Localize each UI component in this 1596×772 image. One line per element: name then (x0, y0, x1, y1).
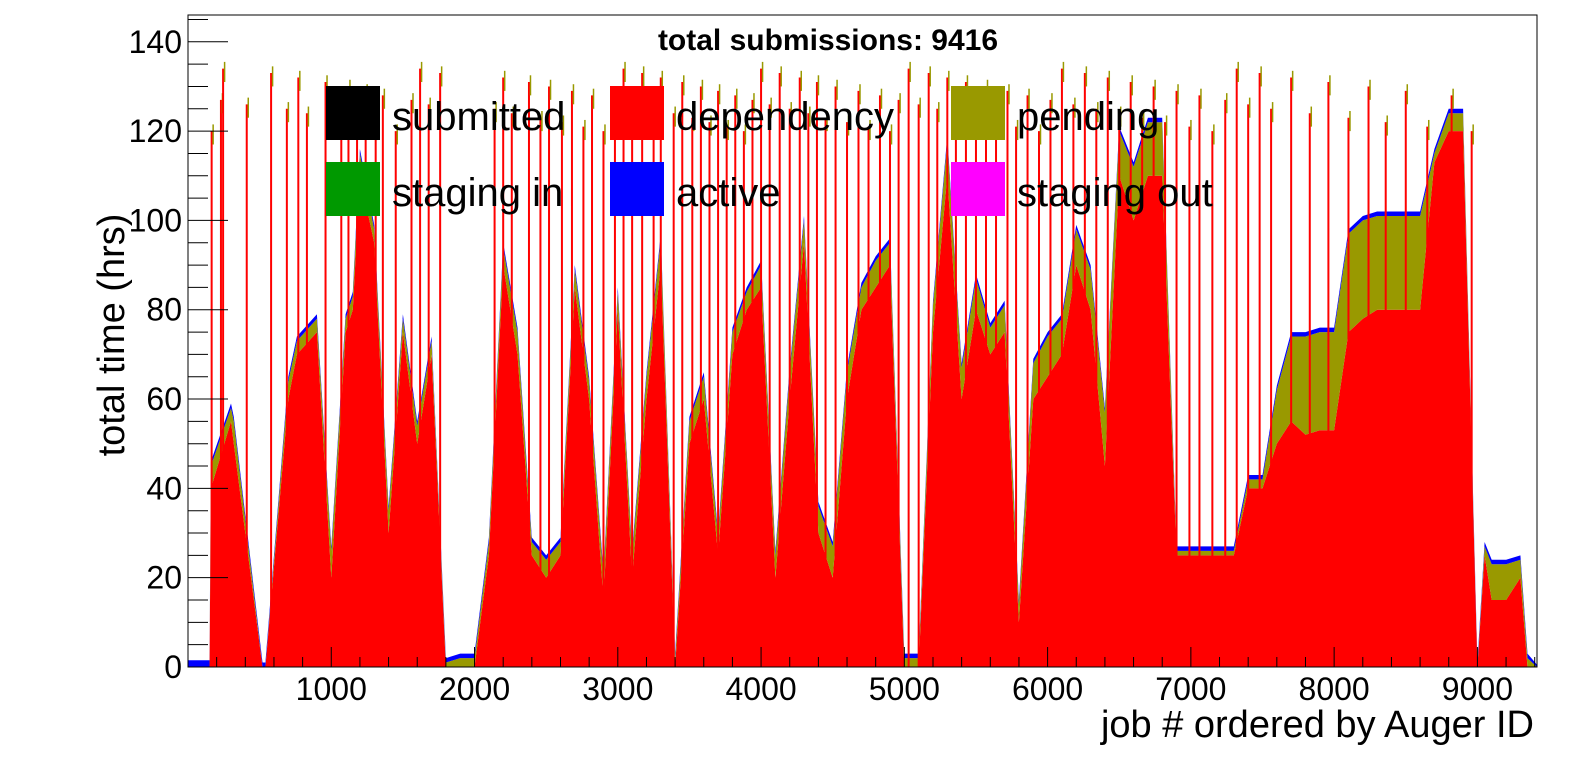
legend-swatch (610, 162, 664, 216)
legend-swatch (951, 162, 1005, 216)
legend-swatch (610, 86, 664, 140)
legend-swatch (326, 86, 380, 140)
x-tick-label: 8000 (1299, 671, 1370, 707)
y-axis-label: total time (hrs) (91, 214, 133, 457)
legend-swatch (951, 86, 1005, 140)
x-tick-label: 3000 (582, 671, 653, 707)
x-tick-label: 7000 (1155, 671, 1226, 707)
y-axis: 0 20 40 60 80 100 120 140 (129, 18, 228, 685)
y-tick-label: 40 (146, 470, 182, 506)
legend-label: dependency (676, 95, 894, 139)
y-tick-label: 60 (146, 381, 182, 417)
area-dependency (188, 131, 1537, 668)
x-tick-label: 9000 (1442, 671, 1513, 707)
plot-frame (187, 14, 1538, 668)
x-tick-label: 5000 (869, 671, 940, 707)
x-tick-label: 1000 (296, 671, 367, 707)
legend: submitted dependency pending staging in acti… (326, 86, 1213, 216)
legend-label: submitted (392, 95, 565, 139)
legend-label: staging out (1017, 171, 1213, 215)
y-tick-label: 20 (146, 560, 182, 596)
x-tick-label: 4000 (725, 671, 796, 707)
x-axis: 1000 2000 3000 4000 5000 6000 7000 8000 9000 (216, 647, 1536, 707)
y-tick-label: 0 (164, 649, 182, 685)
x-tick-label: 6000 (1012, 671, 1083, 707)
chart-title: total submissions: 9416 (658, 24, 998, 57)
legend-label: pending (1017, 95, 1159, 139)
legend-swatch (326, 162, 380, 216)
y-tick-label: 80 (146, 292, 182, 328)
legend-label: active (676, 171, 781, 215)
y-tick-label: 120 (129, 113, 182, 149)
x-tick-label: 2000 (439, 671, 510, 707)
y-tick-label: 140 (129, 24, 182, 60)
y-tick-label: 100 (129, 202, 182, 238)
x-axis-label: job # ordered by Auger ID (1100, 704, 1534, 746)
legend-label: staging in (392, 171, 563, 215)
